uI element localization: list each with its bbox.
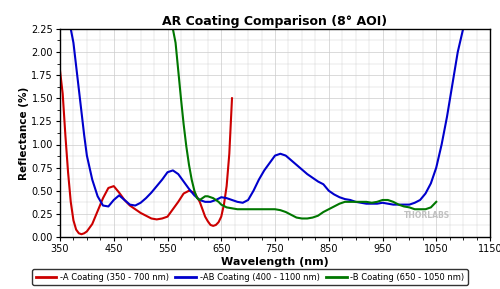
Legend: -A Coating (350 - 700 nm), -AB Coating (400 - 1100 nm), -B Coating (650 - 1050 n: -A Coating (350 - 700 nm), -AB Coating (…: [32, 269, 468, 285]
Text: THORLABS: THORLABS: [404, 211, 450, 220]
Title: AR Coating Comparison (8° AOI): AR Coating Comparison (8° AOI): [162, 15, 388, 28]
Y-axis label: Reflectance (%): Reflectance (%): [18, 86, 28, 179]
X-axis label: Wavelength (nm): Wavelength (nm): [221, 257, 329, 267]
